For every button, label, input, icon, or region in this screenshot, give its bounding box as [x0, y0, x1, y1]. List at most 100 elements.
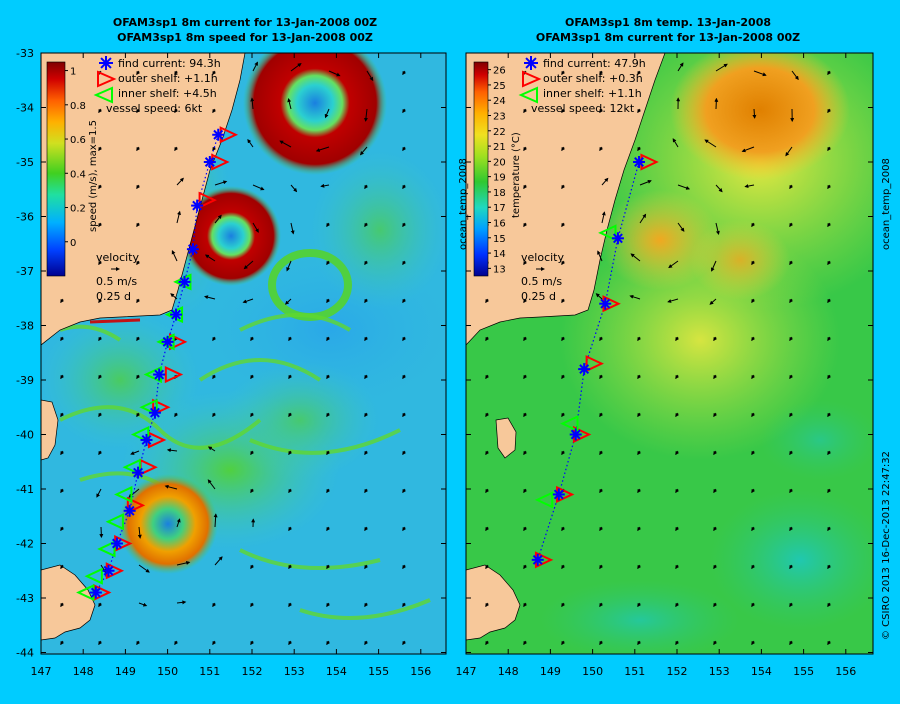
colorbar-tick-label: 0 — [70, 238, 76, 249]
right-velocity-line1: 0.5 m/s — [521, 275, 562, 288]
asterisk-marker-icon — [99, 56, 113, 70]
find-current-marker — [191, 200, 203, 212]
x-tick-label: 154 — [326, 665, 347, 678]
right-velocity-title: velocity — [521, 251, 564, 264]
colorbar-tick-label: 18 — [493, 188, 506, 199]
colorbar-tick-label: 13 — [493, 264, 506, 275]
find-current-marker — [141, 434, 153, 446]
left-colorbar — [47, 62, 65, 276]
x-tick-label: 150 — [582, 665, 603, 678]
left-legend-label: find current: 94.3h — [118, 57, 221, 70]
left-title-line2: OFAM3sp1 8m speed for 13-Jan-2008 00Z — [117, 31, 373, 44]
left-map-field — [40, 31, 470, 654]
colorbar-tick-label: 0.2 — [70, 204, 86, 215]
find-current-marker — [212, 129, 224, 141]
y-tick-label: -39 — [16, 374, 34, 387]
x-tick-label: 151 — [624, 665, 645, 678]
find-current-marker — [149, 407, 161, 419]
right-cool-patch — [540, 580, 740, 660]
find-current-marker — [103, 565, 115, 577]
y-tick-label: -42 — [16, 538, 34, 551]
find-current-marker — [599, 298, 611, 310]
asterisk-marker-icon — [524, 56, 538, 70]
left-eddy-south — [118, 474, 218, 574]
right-cool-patch — [710, 490, 890, 630]
find-current-marker — [132, 467, 144, 479]
x-tick-label: 151 — [199, 665, 220, 678]
colorbar-tick-label: 16 — [493, 219, 506, 230]
find-current-marker — [532, 554, 544, 566]
left-patch — [40, 310, 200, 450]
find-current-marker — [578, 363, 590, 375]
left-velocity-title: velocity — [96, 251, 139, 264]
colorbar-tick-label: 26 — [493, 66, 506, 77]
left-title-line1: OFAM3sp1 8m current for 13-Jan-2008 00Z — [113, 16, 377, 29]
find-current-marker — [204, 156, 216, 168]
right-legend-find-current: find current: 47.9h — [524, 56, 646, 70]
right-warm-patch — [690, 220, 790, 300]
right-colorbar — [474, 62, 488, 276]
find-current-marker — [178, 276, 190, 288]
left-velocity-line2: 0.25 d — [96, 290, 131, 303]
left-patch — [220, 360, 380, 480]
y-tick-label: -35 — [16, 156, 34, 169]
x-tick-label: 148 — [498, 665, 519, 678]
colorbar-tick-label: 0.6 — [70, 135, 86, 146]
y-tick-label: -40 — [16, 429, 34, 442]
left-coast-shelf — [90, 320, 140, 322]
colorbar-tick-label: 25 — [493, 81, 506, 92]
left-legend-label: outer shelf: +1.1h — [118, 72, 218, 85]
right-cool-patch — [760, 400, 880, 480]
colorbar-tick-label: 14 — [493, 249, 506, 260]
x-tick-label: 152 — [667, 665, 688, 678]
colorbar-tick-label: 1 — [70, 67, 76, 78]
x-tick-label: 148 — [73, 665, 94, 678]
colorbar-tick-label: 0.4 — [70, 169, 86, 180]
colorbar-tick-label: 21 — [493, 142, 506, 153]
right-legend-vessel-speed: vessel speed: 12kt — [531, 102, 635, 115]
left-patch — [310, 150, 450, 310]
colorbar-tick-label: 23 — [493, 112, 506, 123]
left-colorbar-label: speed (m/s), max=1.5 — [88, 120, 99, 232]
y-tick-label: -33 — [16, 47, 34, 60]
colorbar-tick-label: 17 — [493, 203, 506, 214]
find-current-marker — [612, 232, 624, 244]
right-warm-eddy-north — [670, 40, 850, 180]
y-tick-label: -37 — [16, 265, 34, 278]
side-label-credit: © CSIRO 2013 16-Dec-2013 22:47:32 — [881, 451, 892, 640]
right-legend-label: find current: 47.9h — [543, 57, 646, 70]
colorbar-tick-label: 19 — [493, 173, 506, 184]
right-legend-label: outer shelf: +0.3h — [543, 72, 643, 85]
y-tick-label: -36 — [16, 211, 34, 224]
velocity-arrow — [754, 109, 755, 118]
x-tick-label: 149 — [115, 665, 136, 678]
left-legend-vessel-speed: vessel speed: 6kt — [106, 102, 203, 115]
right-colorbar-side-label: ocean_temp_2008 — [458, 158, 469, 250]
x-tick-label: 153 — [284, 665, 305, 678]
x-tick-label: 147 — [31, 665, 52, 678]
colorbar-tick-label: 15 — [493, 234, 506, 245]
x-tick-label: 153 — [709, 665, 730, 678]
x-tick-label: 150 — [157, 665, 178, 678]
find-current-marker — [187, 243, 199, 255]
x-tick-label: 154 — [751, 665, 772, 678]
y-tick-label: -44 — [16, 647, 34, 660]
right-velocity-line2: 0.25 d — [521, 290, 556, 303]
panel-right-temperature: OFAM3sp1 8m temp. 13-Jan-2008 OFAM3sp1 8… — [458, 10, 900, 660]
y-tick-label: -41 — [16, 483, 34, 496]
x-tick-label: 156 — [410, 665, 431, 678]
x-tick-label: 156 — [835, 665, 856, 678]
find-current-marker — [553, 488, 565, 500]
x-tick-label: 147 — [456, 665, 477, 678]
y-tick-label: -34 — [16, 102, 34, 115]
right-colorbar-label: temperature (°C) — [511, 132, 522, 218]
find-current-marker — [570, 429, 582, 441]
find-current-marker — [90, 587, 102, 599]
x-tick-label: 155 — [793, 665, 814, 678]
panel-left-speed: OFAM3sp1 8m current for 13-Jan-2008 00Z … — [40, 16, 470, 654]
find-current-marker — [111, 538, 123, 550]
colorbar-tick-label: 0.8 — [70, 101, 86, 112]
y-tick-label: -43 — [16, 592, 34, 605]
